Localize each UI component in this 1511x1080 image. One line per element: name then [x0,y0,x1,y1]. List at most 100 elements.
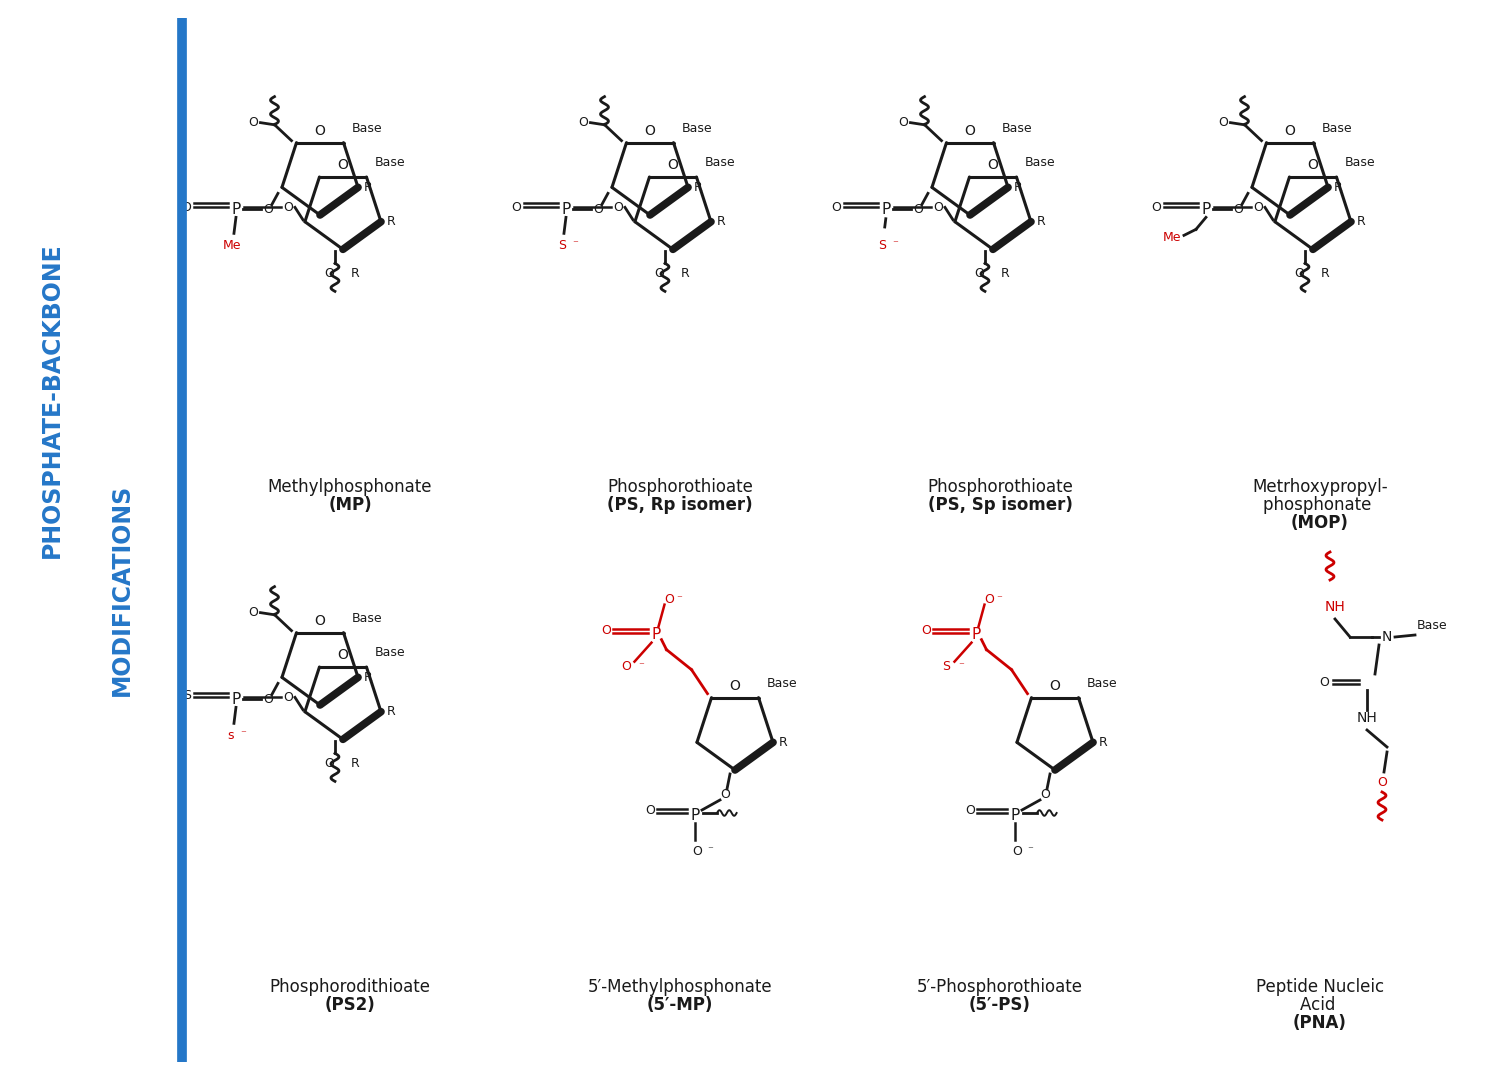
Text: O: O [1307,158,1319,172]
Text: (PS, Rp isomer): (PS, Rp isomer) [607,496,752,514]
Text: Base: Base [1417,619,1448,632]
Text: O: O [323,757,334,770]
Text: O: O [721,788,730,801]
Text: O: O [932,201,943,214]
Text: Phosphorothioate: Phosphorothioate [928,478,1073,496]
Text: O: O [249,606,258,619]
Text: Peptide Nucleic: Peptide Nucleic [1256,978,1384,996]
Text: O: O [1050,678,1061,692]
Text: (MOP): (MOP) [1290,514,1349,532]
Text: P: P [1011,808,1020,823]
Text: 5′-Phosphorothioate: 5′-Phosphorothioate [917,978,1083,996]
Text: MODIFICATIONS: MODIFICATIONS [110,484,134,697]
Text: O: O [922,624,931,637]
Text: O: O [283,201,293,214]
Text: R: R [364,671,373,684]
Text: O: O [654,268,663,281]
Text: O: O [1253,201,1263,214]
Text: O: O [1284,123,1295,137]
Text: Base: Base [1322,122,1352,135]
Text: R: R [1334,180,1343,194]
Text: Base: Base [766,677,798,690]
Text: NH: NH [1325,600,1345,615]
Text: R: R [351,268,360,281]
Text: O: O [1151,201,1160,214]
Text: Base: Base [1086,677,1117,690]
Text: ⁻: ⁻ [240,729,246,740]
Text: S: S [943,660,950,673]
Text: P: P [561,202,571,217]
Text: O: O [314,123,325,137]
Text: Base: Base [1345,156,1375,168]
Text: R: R [364,180,373,194]
Text: O: O [975,268,984,281]
Text: Me: Me [1162,231,1182,244]
Text: Methylphosphonate: Methylphosphonate [267,478,432,496]
Text: R: R [1098,735,1108,748]
Text: O: O [323,268,334,281]
Text: O: O [263,693,273,706]
Text: O: O [899,117,908,130]
Text: Phosphorodithioate: Phosphorodithioate [269,978,431,996]
Text: R: R [780,735,787,748]
Text: R: R [387,705,396,718]
Text: R: R [1014,180,1023,194]
Text: O: O [511,201,521,214]
Text: O: O [1319,675,1330,689]
Text: (5′-MP): (5′-MP) [647,996,713,1014]
Text: (PS2): (PS2) [325,996,375,1014]
Text: O: O [1012,845,1021,858]
Text: R: R [1321,268,1330,281]
Text: O: O [1233,203,1244,216]
Text: O: O [314,613,325,627]
Text: PHOSPHATE-BACKBONE: PHOSPHATE-BACKBONE [39,242,63,558]
Text: O: O [579,117,588,130]
Text: O: O [1293,268,1304,281]
Text: 5′-Methylphosphonate: 5′-Methylphosphonate [588,978,772,996]
Text: Phosphorothioate: Phosphorothioate [607,478,752,496]
Text: P: P [231,692,240,707]
Text: O: O [621,660,632,673]
Text: ⁻: ⁻ [958,662,964,672]
Text: O: O [1218,117,1228,130]
Text: O: O [985,593,994,606]
Text: ⁻: ⁻ [573,240,577,249]
Text: ⁻: ⁻ [677,595,683,605]
Text: O: O [988,158,999,172]
Text: O: O [645,123,656,137]
Text: Acid: Acid [1299,996,1340,1014]
Text: P: P [881,202,890,217]
Text: P: P [651,627,662,643]
Text: R: R [387,215,396,228]
Text: R: R [1037,215,1046,228]
Text: ⁻: ⁻ [1027,845,1034,855]
Text: N: N [1383,630,1392,644]
Text: O: O [692,845,703,858]
Text: Base: Base [352,122,382,135]
Text: O: O [964,123,976,137]
Text: O: O [337,158,349,172]
Text: O: O [283,691,293,704]
Text: O: O [665,593,674,606]
Text: O: O [730,678,740,692]
Text: s: s [228,729,234,742]
Text: R: R [718,215,725,228]
Text: O: O [966,805,975,818]
Text: O: O [645,805,654,818]
Text: O: O [181,201,190,214]
Text: O: O [601,624,612,637]
Text: (PNA): (PNA) [1293,1014,1346,1032]
Text: O: O [337,648,349,662]
Text: S: S [183,689,190,702]
Text: Base: Base [1024,156,1055,168]
Text: Base: Base [704,156,734,168]
Text: P: P [972,627,981,643]
Text: (5′-PS): (5′-PS) [969,996,1031,1014]
Text: O: O [592,203,603,216]
Text: R: R [680,268,689,281]
Text: ⁻: ⁻ [707,845,713,855]
Text: Base: Base [375,646,405,659]
Text: P: P [231,202,240,217]
Text: P: P [691,808,700,823]
Text: P: P [1201,202,1210,217]
